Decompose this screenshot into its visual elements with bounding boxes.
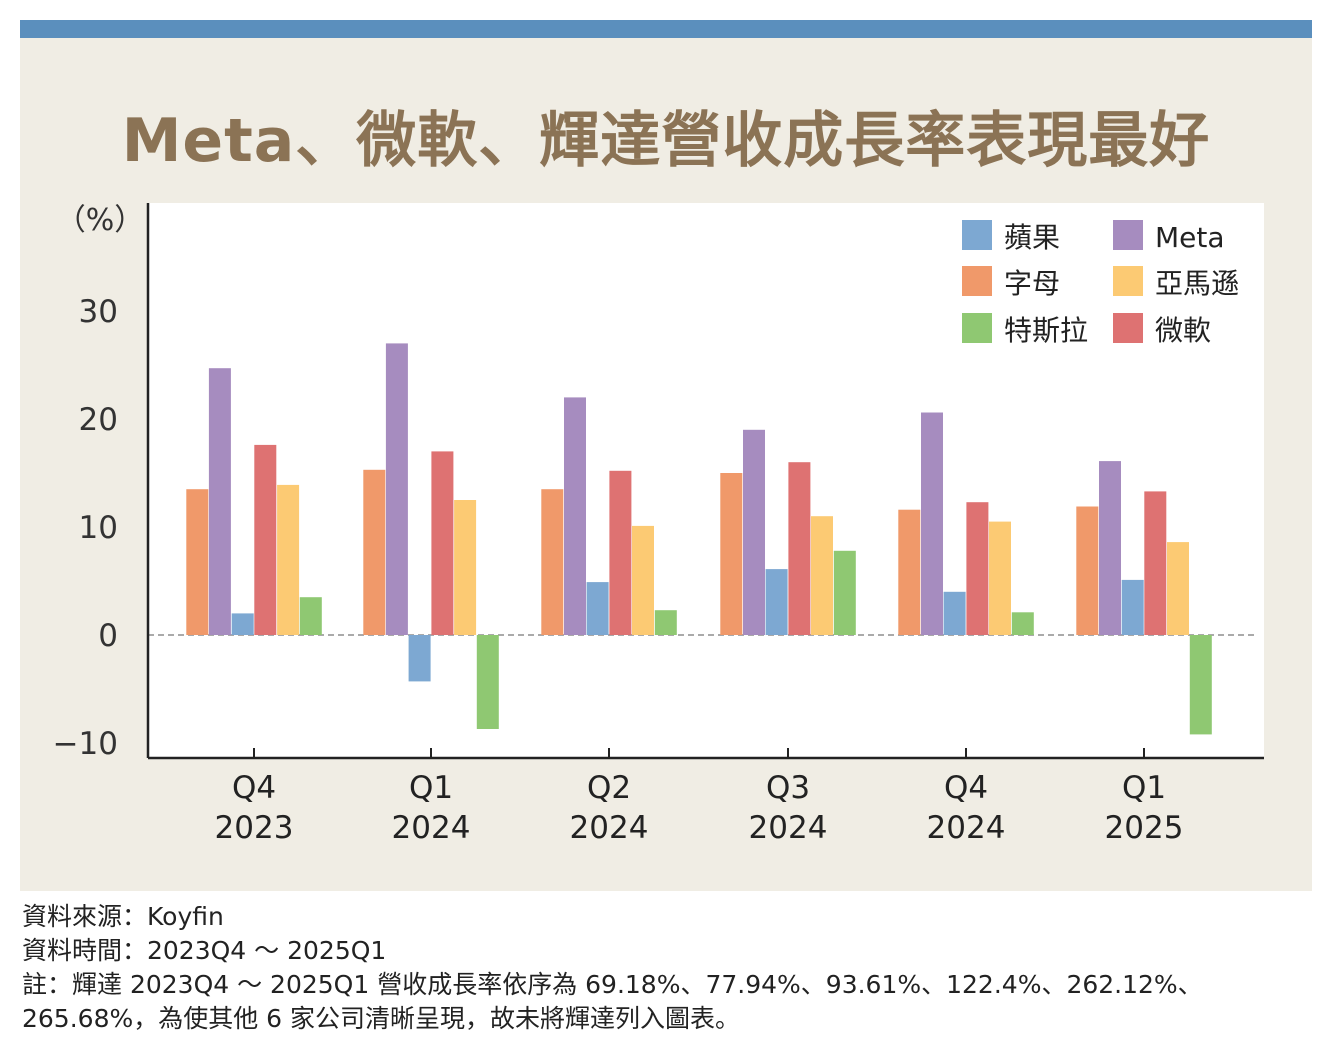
bar-特斯拉-Q42024 (1011, 612, 1034, 635)
bar-微軟-Q22024 (609, 470, 632, 635)
chart-title: Meta、微軟、輝達營收成長率表現最好 (121, 106, 1211, 176)
period-note: 資料時間：2023Q4 ～ 2025Q1 (22, 936, 387, 965)
bar-微軟-Q42023 (254, 444, 277, 635)
x-tick-label-year: 2024 (927, 810, 1006, 846)
plot-background (148, 203, 1264, 758)
bar-Meta-Q22024 (564, 397, 586, 635)
bar-亞馬遜-Q12025 (1167, 542, 1189, 635)
bar-字母-Q42024 (898, 509, 921, 635)
y-unit-label: （%） (56, 203, 145, 238)
source-note: 資料來源：Koyfin (22, 902, 224, 931)
legend-label-蘋果: 蘋果 (1004, 221, 1060, 254)
legend-swatch-Meta (1113, 220, 1143, 250)
legend-label-特斯拉: 特斯拉 (1004, 314, 1088, 347)
bar-蘋果-Q42024 (943, 591, 966, 635)
bar-Meta-Q42024 (921, 412, 943, 635)
bar-蘋果-Q12024 (408, 635, 431, 682)
y-tick-label: −10 (53, 726, 118, 762)
bar-微軟-Q12024 (431, 451, 454, 635)
y-tick-label: 30 (79, 294, 118, 330)
nvidia-note-line2: 265.68%，為使其他 6 家公司清晰呈現，故未將輝達列入圖表。 (22, 1004, 741, 1033)
bar-亞馬遜-Q42023 (277, 484, 300, 635)
bar-微軟-Q12025 (1144, 491, 1167, 635)
bar-蘋果-Q12025 (1121, 579, 1144, 635)
bar-特斯拉-Q22024 (654, 610, 677, 635)
bar-蘋果-Q32024 (765, 569, 788, 635)
nvidia-note-line1: 註：輝達 2023Q4 ～ 2025Q1 營收成長率依序為 69.18%、77.… (22, 970, 1203, 999)
bar-蘋果-Q22024 (586, 582, 609, 635)
bar-特斯拉-Q42023 (299, 597, 322, 635)
bar-字母-Q32024 (720, 473, 743, 635)
bar-chart: （%） −10 0 10 20 30 Q4 2023 Q1 2024 Q2 2024 Q3 2024 Q4 2… (53, 203, 1264, 846)
x-tick-label-quarter: Q4 (944, 770, 988, 806)
x-tick-label-quarter: Q2 (587, 770, 631, 806)
bar-微軟-Q32024 (788, 462, 811, 635)
y-tick-label: 20 (79, 402, 118, 438)
bar-字母-Q42023 (186, 489, 209, 635)
bar-特斯拉-Q32024 (833, 550, 856, 635)
bar-微軟-Q42024 (966, 502, 989, 635)
x-tick-label-quarter: Q1 (1122, 770, 1166, 806)
bar-Meta-Q32024 (743, 429, 765, 635)
bar-亞馬遜-Q22024 (632, 525, 654, 635)
bar-Meta-Q12024 (385, 343, 408, 635)
bar-特斯拉-Q12024 (476, 635, 499, 729)
legend-label-Meta: Meta (1155, 221, 1225, 254)
bar-字母-Q22024 (541, 489, 564, 635)
x-tick-label-year: 2023 (215, 810, 294, 846)
legend-swatch-字母 (962, 266, 992, 296)
bar-亞馬遜-Q12024 (454, 500, 477, 635)
x-tick-label-quarter: Q1 (409, 770, 453, 806)
y-tick-label: 10 (79, 510, 118, 546)
legend-swatch-蘋果 (962, 220, 992, 250)
bar-字母-Q12025 (1076, 506, 1099, 635)
footnotes: 資料來源：Koyfin 資料時間：2023Q4 ～ 2025Q1 註：輝達 20… (22, 900, 1322, 1036)
bar-亞馬遜-Q42024 (989, 521, 1011, 635)
y-tick-label: 0 (98, 618, 118, 654)
x-tick-label-quarter: Q3 (766, 770, 810, 806)
bar-蘋果-Q42023 (231, 613, 254, 635)
bar-Meta-Q12025 (1099, 461, 1121, 635)
bar-字母-Q12024 (363, 469, 386, 635)
legend-label-亞馬遜: 亞馬遜 (1155, 267, 1239, 300)
x-tick-label-year: 2024 (392, 810, 471, 846)
bar-特斯拉-Q12025 (1189, 635, 1212, 735)
bar-Meta-Q42023 (208, 368, 231, 635)
x-tick-label-quarter: Q4 (232, 770, 276, 806)
x-tick-label-year: 2025 (1105, 810, 1184, 846)
x-tick-label-year: 2024 (570, 810, 649, 846)
legend-label-微軟: 微軟 (1155, 314, 1211, 347)
top-accent-bar (20, 20, 1312, 38)
legend-swatch-亞馬遜 (1113, 266, 1143, 296)
legend-label-字母: 字母 (1004, 267, 1060, 300)
bar-亞馬遜-Q32024 (811, 516, 833, 635)
legend-swatch-微軟 (1113, 313, 1143, 343)
legend-swatch-特斯拉 (962, 313, 992, 343)
x-tick-label-year: 2024 (749, 810, 828, 846)
